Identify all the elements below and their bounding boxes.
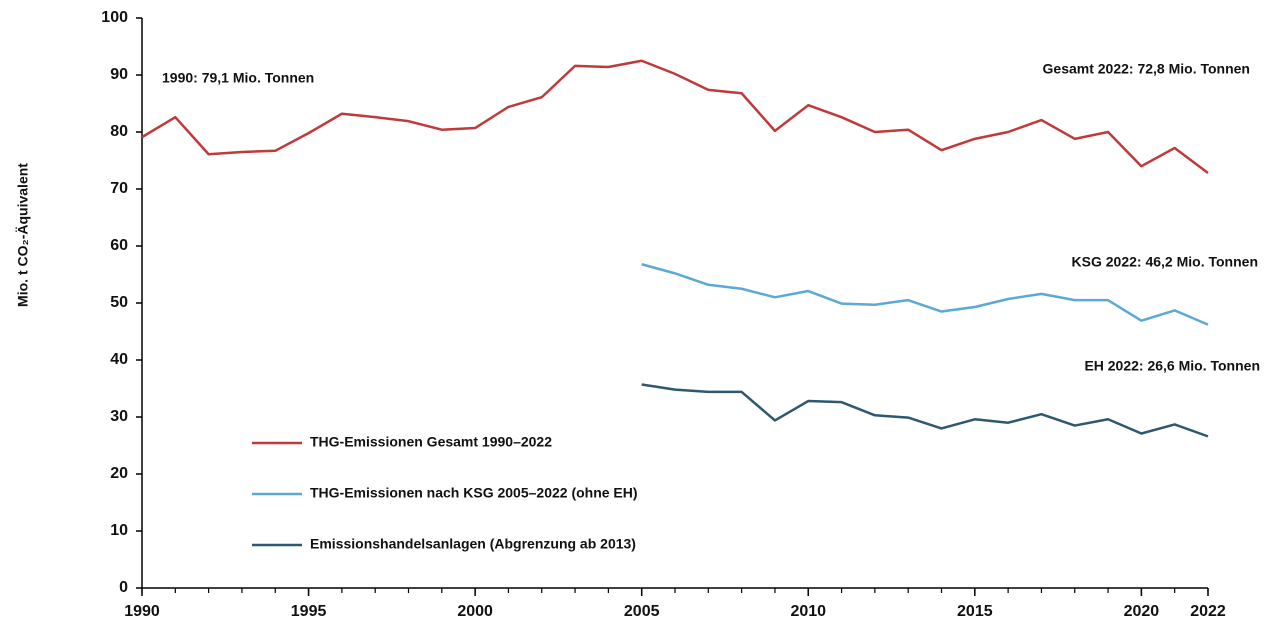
- annotation: 1990: 79,1 Mio. Tonnen: [162, 70, 314, 86]
- y-tick-label: 30: [110, 408, 128, 425]
- series-line: [141, 59, 1209, 175]
- legend-label: Emissionshandelsanlagen (Abgrenzung ab 2…: [310, 536, 636, 552]
- x-tick-label: 2015: [957, 603, 993, 620]
- legend-label: THG-Emissionen nach KSG 2005–2022 (ohne …: [310, 485, 638, 501]
- y-tick-label: 70: [110, 180, 128, 197]
- x-tick-label: 1990: [124, 603, 160, 620]
- y-tick-label: 50: [110, 294, 128, 311]
- annotation: Gesamt 2022: 72,8 Mio. Tonnen: [1043, 61, 1250, 77]
- y-tick-label: 0: [119, 579, 128, 596]
- y-tick-label: 80: [110, 123, 128, 140]
- y-tick-label: 40: [110, 351, 128, 368]
- y-axis-label: Mio. t CO₂-Äquivalent: [15, 163, 31, 307]
- x-tick-label: 2010: [790, 603, 826, 620]
- x-tick-label: 1995: [291, 603, 327, 620]
- series-line: [641, 383, 1209, 438]
- x-tick-label: 2020: [1124, 603, 1160, 620]
- x-tick-label: 2022: [1190, 603, 1226, 620]
- y-tick-label: 10: [110, 522, 128, 539]
- x-tick-label: 2005: [624, 603, 660, 620]
- y-tick-label: 60: [110, 237, 128, 254]
- annotation: KSG 2022: 46,2 Mio. Tonnen: [1072, 254, 1258, 270]
- y-tick-label: 100: [101, 9, 128, 26]
- series-line: [641, 263, 1209, 326]
- legend-label: THG-Emissionen Gesamt 1990–2022: [310, 434, 552, 450]
- x-tick-label: 2000: [457, 603, 493, 620]
- annotation: EH 2022: 26,6 Mio. Tonnen: [1084, 358, 1260, 374]
- y-tick-label: 90: [110, 66, 128, 83]
- y-tick-label: 20: [110, 465, 128, 482]
